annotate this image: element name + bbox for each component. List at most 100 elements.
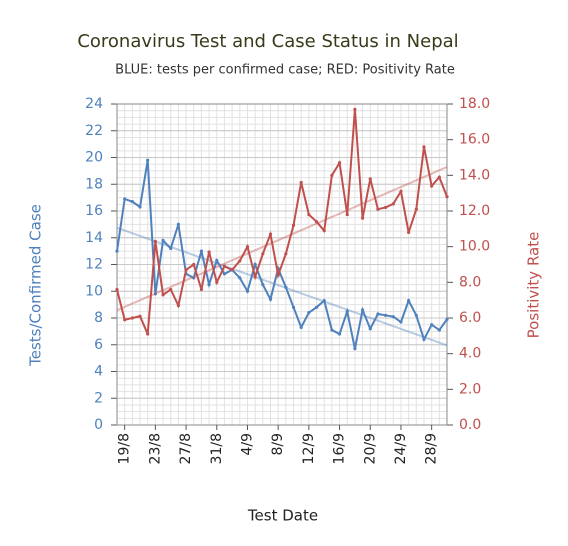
data-point [284,252,288,256]
data-point [345,309,349,313]
y2-axis-label: Positivity Rate [525,232,543,339]
data-point [353,347,357,351]
data-point [253,275,257,279]
data-point [407,299,411,303]
y-tick-label: 0 [94,417,103,433]
data-point [376,207,380,211]
y-tick-label: 4 [94,364,103,380]
data-point [322,229,326,233]
data-point [153,239,157,243]
data-point [130,200,134,204]
y-tick-label: 8 [94,310,103,326]
data-point [337,161,342,165]
data-point [299,180,303,185]
y-tick-label: 20 [85,150,103,166]
data-point [153,292,157,296]
data-point [360,216,365,220]
data-point [115,287,119,292]
data-point [307,212,311,217]
data-point [437,328,441,332]
data-point [399,189,403,193]
data-point [414,313,418,317]
y-tick-label: 14 [85,230,103,246]
data-point [384,313,388,317]
x-tick-label: 27/8 [178,433,194,464]
data-point [115,249,119,253]
y2-tick-label: 4.0 [459,346,481,362]
x-tick-label: 16/9 [332,433,348,464]
data-point [230,268,234,272]
data-point [345,212,349,217]
data-point [445,195,449,199]
y-axis-label: Tests/Confirmed Case [27,204,45,367]
x-tick-label: 23/8 [147,433,163,464]
data-point [414,207,418,211]
data-point [222,272,227,276]
data-point [276,273,280,277]
data-point [123,197,127,201]
data-point [238,259,242,263]
data-point [215,258,219,263]
data-point [384,205,388,210]
data-point [161,238,165,243]
data-point [299,325,303,329]
data-point [437,175,441,179]
data-point [376,312,380,316]
data-point [391,315,395,319]
data-point [245,245,250,249]
data-point [407,230,411,234]
x-tick-label: 19/8 [117,433,133,464]
data-point [284,285,288,289]
x-tick-label: 4/9 [239,433,255,456]
data-point [368,327,372,331]
y2-tick-label: 18.0 [459,96,490,112]
data-point [184,268,188,272]
data-point [161,293,165,297]
data-point [353,107,357,111]
x-tick-label: 8/9 [270,433,286,456]
chart-title: Coronavirus Test and Case Status in Nepa… [77,31,458,52]
data-point [176,222,180,226]
data-point [207,250,211,254]
data-point [430,323,434,327]
y2-tick-label: 2.0 [459,381,481,397]
x-tick-label: 24/9 [393,433,409,464]
data-point [146,158,150,162]
y2-tick-label: 6.0 [459,310,481,326]
data-point [192,262,196,267]
data-point [314,220,319,224]
plot-frame [116,103,448,426]
y-tick-label: 22 [85,123,103,139]
data-point [215,280,219,284]
data-point [146,332,150,336]
x-tick-label: 31/8 [209,433,225,464]
y-tick-label: 2 [94,390,103,406]
data-point [422,145,426,149]
data-point [330,328,334,332]
y2-tick-label: 12.0 [459,203,490,219]
y2-tick-label: 16.0 [459,132,490,148]
data-point [123,318,127,322]
data-point [291,223,296,227]
data-point [322,299,326,303]
data-point [430,184,434,188]
data-point [199,249,204,253]
y2-tick-label: 14.0 [459,167,490,183]
data-point [261,282,265,287]
data-point [176,303,180,308]
data-point [314,305,319,309]
data-point [222,264,227,268]
data-line [116,109,448,335]
y-tick-label: 24 [85,96,103,112]
y2-tick-label: 10.0 [459,239,490,255]
data-point [368,177,372,181]
data-point [138,205,142,209]
data-point [360,308,365,312]
data-point [391,202,395,206]
data-point [291,305,296,309]
data-point [337,332,342,336]
chart-subtitle: BLUE: tests per confirmed case; RED: Pos… [115,63,455,78]
data-point [169,287,173,292]
y2-tick-label: 0.0 [459,417,481,433]
